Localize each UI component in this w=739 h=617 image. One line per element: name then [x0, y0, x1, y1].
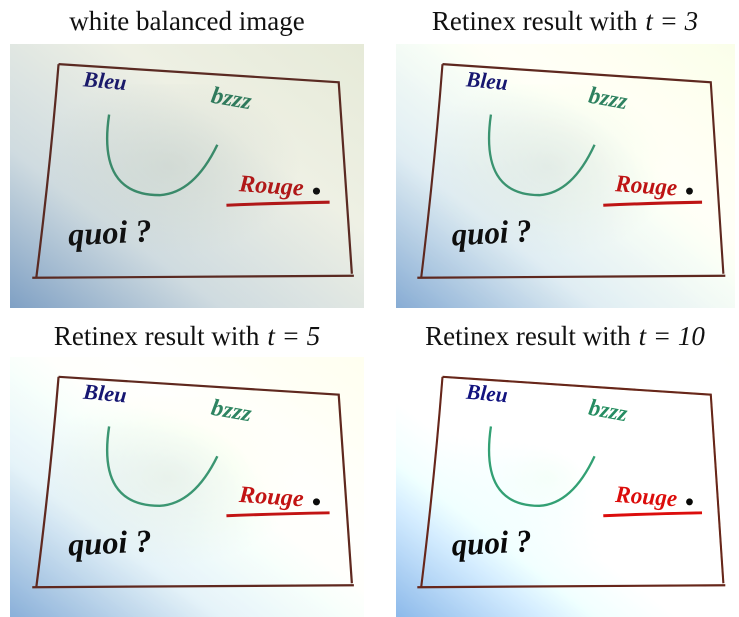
caption-text: Retinex result with — [425, 321, 631, 351]
handwriting: Rouge — [237, 170, 305, 201]
handwriting: Bleu — [464, 67, 508, 95]
caption-text: Retinex result with — [431, 6, 638, 36]
red-underline — [226, 511, 330, 518]
handwriting: Bleu — [81, 379, 127, 407]
green-arc — [487, 114, 596, 197]
handwriting: Bleu — [81, 66, 127, 95]
green-arc — [105, 426, 219, 508]
handwriting: quoi ? — [451, 213, 533, 253]
red-underline — [226, 200, 330, 207]
handwriting: quoi ? — [451, 523, 533, 563]
handwriting: Rouge — [237, 482, 305, 512]
caption: Retinex result with t = 10 — [365, 321, 739, 352]
caption-math: t = 5 — [267, 321, 321, 351]
handwriting: Rouge — [614, 171, 679, 202]
paper-outline — [417, 375, 726, 589]
dot — [686, 187, 693, 195]
caption: Retinex result with t = 3 — [365, 6, 739, 37]
shade — [50, 396, 314, 576]
red-underline — [603, 511, 703, 518]
dot — [312, 498, 321, 506]
dot — [312, 187, 321, 195]
paper-outline — [417, 63, 726, 279]
shade — [50, 84, 314, 266]
green-arc — [105, 114, 219, 197]
handwriting: quoi ? — [67, 522, 152, 562]
shade — [434, 396, 687, 576]
paper-outline — [32, 375, 354, 589]
caption-math: t = 10 — [638, 321, 705, 351]
paper-outline — [32, 63, 354, 279]
caption-math: t = 3 — [645, 6, 699, 36]
caption-text: white balanced image — [69, 6, 305, 36]
caption-text: Retinex result with — [53, 321, 260, 351]
red-underline — [603, 200, 703, 207]
handwriting: quoi ? — [67, 212, 152, 252]
caption: white balanced image — [0, 6, 387, 37]
dot — [686, 498, 693, 506]
shade — [434, 84, 687, 266]
caption: Retinex result with t = 5 — [0, 321, 387, 352]
handwriting: Bleu — [464, 379, 508, 407]
handwriting: Rouge — [613, 482, 678, 513]
green-arc — [487, 426, 596, 508]
